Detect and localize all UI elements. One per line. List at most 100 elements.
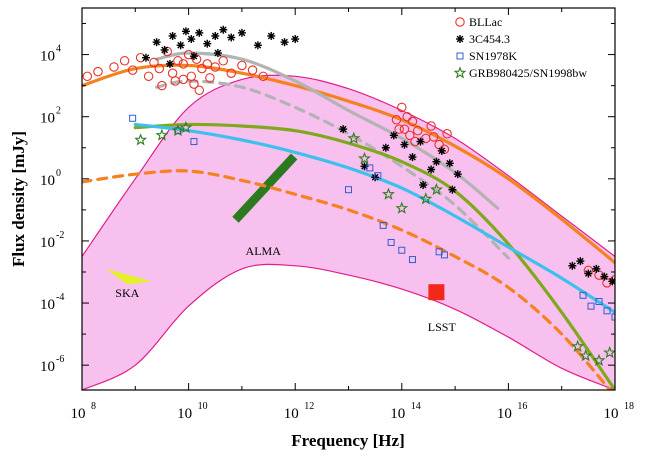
data-point — [165, 59, 174, 68]
data-point — [399, 124, 410, 134]
lsst-region — [428, 284, 445, 301]
x-tick-exponent: 16 — [517, 401, 527, 412]
data-point — [587, 302, 595, 310]
x-axis-label: Frequency [Hz] — [291, 431, 404, 450]
ska-region — [106, 268, 152, 285]
legend-item-0: BLLac — [455, 15, 502, 29]
data-point — [152, 38, 161, 47]
data-point — [143, 71, 154, 82]
x-tick-label: 10 — [71, 406, 86, 422]
y-tick-label: 10 — [40, 49, 55, 65]
data-point — [413, 125, 423, 136]
data-point — [267, 31, 276, 40]
data-point — [397, 102, 407, 113]
data-point — [191, 54, 202, 64]
data-point — [291, 35, 300, 44]
data-point — [395, 201, 409, 214]
data-point — [190, 138, 198, 146]
x-tick-exponent: 12 — [304, 401, 314, 412]
data-point — [608, 277, 615, 286]
data-point — [202, 59, 213, 69]
data-point — [141, 53, 150, 62]
annotation-ska: SKA — [115, 286, 139, 300]
data-point — [440, 251, 448, 259]
data-point — [603, 307, 611, 315]
data-point — [402, 111, 412, 122]
curve-gray-dashed — [155, 79, 510, 260]
data-point — [154, 63, 165, 74]
data-point — [347, 131, 361, 144]
data-point — [134, 133, 148, 146]
data-point — [227, 33, 236, 42]
annotation-alma: ALMA — [246, 244, 282, 258]
data-point — [427, 165, 436, 174]
curve-orange-dashed — [82, 169, 612, 390]
data-point — [186, 71, 197, 82]
x-tick-label: 10 — [177, 406, 192, 422]
series-3 — [134, 120, 615, 366]
y-axis-label: Flux density [mJy] — [9, 131, 28, 267]
data-point — [416, 137, 425, 146]
data-point — [358, 151, 371, 165]
data-point — [157, 80, 167, 91]
legend-label: BLLac — [469, 15, 502, 29]
data-point — [176, 41, 185, 50]
data-point — [195, 28, 204, 37]
data-point — [247, 65, 258, 75]
model-band — [82, 75, 615, 390]
data-point — [149, 57, 159, 68]
data-point — [155, 128, 169, 141]
data-point — [584, 269, 593, 278]
data-point — [160, 45, 169, 54]
data-point — [219, 25, 228, 34]
data-point — [568, 261, 577, 270]
data-point — [189, 52, 198, 61]
series-2 — [129, 114, 615, 321]
data-point — [178, 59, 189, 69]
data-point — [82, 71, 93, 82]
data-point — [419, 181, 428, 190]
data-point — [179, 120, 193, 134]
data-point — [387, 238, 395, 246]
data-point — [592, 353, 606, 366]
legend-marker — [456, 35, 464, 43]
data-point — [211, 31, 220, 40]
data-point — [579, 291, 587, 299]
y-tick-exponent: -2 — [56, 230, 64, 241]
data-point — [374, 172, 382, 180]
data-point — [579, 349, 593, 362]
data-point — [345, 186, 352, 194]
x-tick-exponent: 10 — [198, 401, 208, 412]
x-tick-label: 10 — [390, 406, 405, 422]
data-point — [600, 272, 609, 281]
data-point — [253, 41, 262, 50]
data-point — [429, 132, 439, 142]
data-point — [189, 79, 199, 89]
data-point — [603, 345, 615, 359]
y-tick-label: 10 — [40, 297, 55, 313]
data-point — [213, 49, 222, 58]
data-point — [127, 65, 138, 75]
y-tick-exponent: 4 — [56, 44, 61, 55]
data-point — [381, 187, 395, 200]
y-tick-label: 10 — [40, 173, 55, 189]
legend-item-1: 3C454.3 — [456, 32, 510, 46]
data-point — [394, 124, 404, 134]
data-point — [210, 62, 221, 72]
legend-marker — [455, 17, 465, 27]
y-tick-exponent: -4 — [56, 292, 64, 303]
x-tick-exponent: 18 — [624, 401, 634, 412]
legend-item-3: GRB980425/SN1998bw — [453, 66, 587, 80]
y-tick-label: 10 — [40, 359, 55, 375]
data-point — [258, 71, 268, 82]
annotation-lsst: LSST — [428, 320, 457, 334]
data-point — [408, 153, 417, 162]
curve-olive-solid — [133, 122, 615, 390]
x-tick-exponent: 14 — [411, 401, 421, 412]
data-point — [171, 123, 185, 137]
data-point — [389, 131, 398, 140]
data-point — [419, 192, 433, 205]
x-tick-label: 10 — [497, 406, 512, 422]
data-point — [379, 221, 387, 229]
